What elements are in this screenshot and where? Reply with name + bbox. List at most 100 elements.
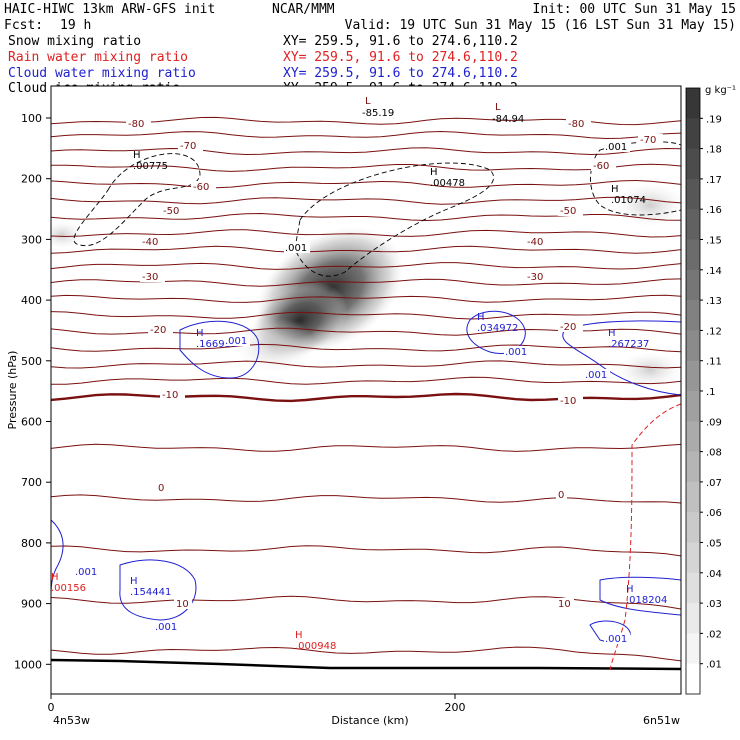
colorbar-swatch <box>686 421 700 453</box>
label-backing <box>558 321 583 332</box>
label-backing <box>556 598 574 609</box>
field-name: Cloud water mixing ratio <box>8 66 196 81</box>
label-backing <box>178 140 203 151</box>
isotherm-label: -20 <box>150 325 166 336</box>
colorbar-tick-label: .05 <box>706 539 722 550</box>
isotherm-label: -80 <box>568 119 584 130</box>
plot-area <box>51 86 681 694</box>
colorbar-swatch <box>686 360 700 392</box>
isotherm-line <box>51 294 681 303</box>
colorbar-tick-label: .08 <box>706 448 722 459</box>
contour-value-label: .001 <box>605 142 627 153</box>
colorbar-swatch <box>686 148 700 180</box>
maximum-marker: H <box>133 150 141 161</box>
org-label: NCAR/MMM <box>272 2 335 17</box>
maximum-value: .01074 <box>611 195 646 206</box>
cloud-ice-shading-lower-right <box>618 352 681 388</box>
minimum-value: -85.19 <box>362 108 394 119</box>
colorbar-swatch <box>686 209 700 240</box>
y-tick-label: 900 <box>21 598 42 611</box>
isotherm-line <box>51 545 681 557</box>
isotherm-line <box>51 196 681 205</box>
maximum-marker: H <box>477 312 485 323</box>
cloud-water-contour-1 <box>179 320 260 379</box>
isotherm-label: -10 <box>162 390 178 401</box>
label-backing <box>154 621 180 632</box>
isotherm-label: 10 <box>558 599 571 610</box>
maximum-value: .000948 <box>295 641 336 652</box>
y-tick-label: 1000 <box>14 658 42 671</box>
isotherm-line <box>51 229 681 238</box>
colorbar-tick-label: .13 <box>706 296 722 307</box>
y-tick-label: 100 <box>21 112 42 125</box>
contour-labels: -80 -80 -70 -70 -60 -60 -50 -50 -40 -40 -30 -30 -20 -… <box>51 96 667 652</box>
label-backing <box>284 242 310 253</box>
colorbar-swatch <box>686 451 700 483</box>
label-backing <box>584 369 610 380</box>
label-backing <box>148 324 173 335</box>
colorbar-tick-label: .02 <box>706 629 722 640</box>
colorbar-tick-label: .15 <box>706 236 722 247</box>
colorbar-swatch <box>686 300 700 331</box>
colorbar-tick-label: .19 <box>706 114 722 125</box>
isotherm-label: -50 <box>560 206 576 217</box>
colorbar-tick-label: .16 <box>706 205 722 216</box>
isotherm-line <box>51 147 681 156</box>
isotherm-label: -10 <box>560 396 576 407</box>
isotherm-line <box>51 343 681 353</box>
colorbar-tick-label: .17 <box>706 175 722 186</box>
label-backing <box>525 271 550 282</box>
isotherm-label: 0 <box>558 490 564 501</box>
label-backing <box>74 566 100 577</box>
isotherm-label: 0 <box>158 483 164 494</box>
isotherm-label: -40 <box>142 237 158 248</box>
colorbar-swatch <box>686 330 700 362</box>
cloud-water-contour-6 <box>599 576 681 616</box>
isotherm-line <box>51 311 681 320</box>
x-endpoint-left: 4n53w <box>53 714 90 727</box>
isotherm-label: -60 <box>193 182 209 193</box>
colorbar-tick-label: .18 <box>706 145 722 156</box>
isotherm-line <box>51 179 681 189</box>
isotherm-label: 10 <box>176 599 189 610</box>
isotherm-line <box>51 245 681 254</box>
field-name: Snow mixing ratio <box>8 34 141 49</box>
isotherm-label: -80 <box>128 119 144 130</box>
maximum-marker: H <box>626 584 634 595</box>
colorbar-unit: g kg⁻¹ <box>705 85 736 96</box>
label-backing <box>638 134 663 145</box>
x-axis: 0 200 <box>48 694 466 714</box>
plot-content: -80 -80 -70 -70 -60 -60 -50 -50 -40 -40 -30 -30 -20 -… <box>51 96 681 671</box>
colorbar-swatch <box>686 239 700 271</box>
label-backing <box>140 236 165 247</box>
colorbar: .19 .18 .17 .16 .15 .14 .13 .12 .11 .1 .09 .08 .07 .0… <box>685 87 722 695</box>
y-tick-label: 400 <box>21 294 42 307</box>
label-backing <box>604 633 630 644</box>
isotherm-label: -70 <box>640 135 656 146</box>
label-backing <box>504 346 530 357</box>
label-backing <box>160 389 185 400</box>
forecast-label: Fcst: <box>4 18 43 33</box>
maximum-value: .018204 <box>626 595 667 606</box>
x-axis-label: Distance (km) <box>331 714 408 727</box>
maximum-value: .166936 <box>196 339 237 350</box>
label-backing <box>156 482 167 493</box>
maximum-marker: H <box>130 576 138 587</box>
label-backing <box>224 335 250 346</box>
minimum-marker: L <box>495 102 501 113</box>
isotherm-line <box>51 163 681 172</box>
isotherm-line <box>51 494 681 504</box>
colorbar-tick-label: .09 <box>706 417 722 428</box>
colorbar-tick-label: .12 <box>706 326 722 337</box>
colorbar-swatch <box>686 391 700 422</box>
maximum-value: .00478 <box>430 178 465 189</box>
label-backing <box>191 181 216 192</box>
colorbar-swatch <box>686 269 700 301</box>
contour-value-label: .001 <box>605 634 627 645</box>
cloud-ice-shading-left <box>51 221 84 249</box>
colorbar-swatch <box>686 572 700 604</box>
maximum-marker: H <box>196 328 204 339</box>
label-backing <box>174 598 192 609</box>
contour-value-label: .001 <box>155 622 177 633</box>
